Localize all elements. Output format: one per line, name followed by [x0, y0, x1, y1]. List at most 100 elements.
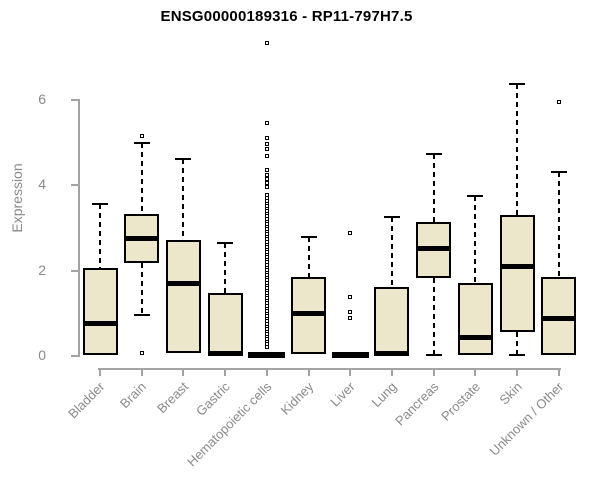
x-tick-label: Lung — [368, 379, 400, 411]
whisker-cap — [133, 141, 150, 144]
outlier-point — [348, 315, 353, 320]
y-tick — [71, 184, 78, 187]
y-tick — [71, 355, 78, 357]
box — [457, 282, 493, 356]
median-line — [416, 245, 452, 251]
flat-box — [331, 352, 369, 359]
x-tick — [307, 368, 310, 376]
y-tick-label: 4 — [38, 176, 46, 193]
y-tick — [71, 269, 78, 272]
median-line — [541, 316, 577, 322]
y-axis-label: Expression — [9, 163, 25, 233]
whisker-lower — [516, 332, 518, 356]
whisker-cap — [509, 82, 525, 85]
whisker-upper — [390, 217, 393, 288]
whisker-upper — [474, 196, 477, 283]
x-tick-label: Liver — [327, 379, 358, 410]
whisker-upper — [307, 237, 310, 277]
whisker-cap — [217, 242, 234, 245]
x-tick — [265, 368, 268, 376]
median-line — [207, 350, 243, 356]
outlier-point — [264, 41, 269, 45]
whisker-upper — [99, 204, 101, 269]
whisker-cap — [383, 216, 400, 219]
x-tick-label: Bladder — [65, 379, 108, 422]
x-tick — [182, 368, 185, 376]
outlier-point — [264, 120, 269, 125]
whisker-upper — [557, 172, 560, 277]
x-tick-label: Pancreas — [391, 379, 442, 429]
outlier-point — [264, 168, 269, 173]
median-line — [374, 350, 410, 356]
x-axis-line — [98, 368, 561, 370]
x-tick-label: Kidney — [277, 379, 317, 418]
whisker-cap — [133, 314, 150, 317]
flat-box — [248, 352, 286, 359]
x-tick — [516, 368, 518, 376]
outlier-point — [264, 176, 269, 181]
whisker-cap — [92, 203, 108, 206]
y-tick — [71, 98, 78, 101]
y-axis-line — [78, 99, 80, 357]
box — [499, 215, 535, 333]
y-tick-label: 2 — [38, 261, 46, 278]
whisker-lower — [140, 262, 143, 316]
whisker-upper — [140, 142, 143, 215]
whisker-cap — [425, 153, 442, 156]
median-line — [291, 311, 326, 317]
median-line — [82, 321, 118, 327]
median-line — [499, 263, 535, 269]
x-tick-label: Skin — [496, 379, 525, 408]
outlier-point — [264, 136, 269, 141]
x-tick — [224, 368, 227, 376]
outlier-point — [348, 295, 353, 300]
whisker-cap — [467, 195, 484, 198]
whisker-upper — [182, 158, 185, 240]
x-tick — [474, 368, 477, 376]
x-tick — [140, 368, 143, 376]
whisker-upper — [516, 83, 518, 216]
outlier-point — [264, 193, 269, 198]
outlier-point — [264, 142, 269, 147]
outlier-point — [264, 172, 269, 177]
median-line — [124, 235, 160, 241]
outlier-point — [348, 231, 353, 236]
x-tick-label: Unknown / Other — [486, 379, 567, 459]
outlier-point — [139, 351, 144, 355]
whisker-cap — [300, 236, 317, 239]
median-line — [165, 281, 201, 287]
x-tick — [432, 368, 435, 376]
x-tick — [557, 368, 560, 376]
x-tick-label: Gastric — [192, 379, 233, 419]
median-line — [457, 335, 493, 341]
x-tick — [349, 368, 352, 376]
outlier-point — [264, 146, 269, 151]
x-tick — [390, 368, 393, 376]
x-tick-label: Brain — [117, 379, 150, 412]
outlier-point — [264, 181, 269, 186]
whisker-upper — [224, 243, 227, 294]
chart-title: ENSG00000189316 - RP11-797H7.5 — [160, 8, 413, 25]
whisker-upper — [432, 154, 435, 222]
outlier-point — [139, 134, 144, 139]
outlier-point — [348, 310, 353, 315]
box — [207, 293, 243, 356]
box — [541, 277, 577, 356]
x-tick-label: Prostate — [438, 379, 483, 424]
box — [82, 268, 118, 356]
outlier-point — [264, 154, 269, 159]
outlier-point — [264, 184, 269, 189]
x-tick-label: Breast — [153, 379, 192, 417]
outlier-point — [556, 99, 561, 104]
x-tick — [99, 368, 101, 376]
y-tick-label: 0 — [38, 347, 46, 363]
whisker-cap — [425, 354, 442, 357]
whisker-cap — [175, 157, 192, 160]
box — [165, 239, 201, 353]
whisker-cap — [550, 171, 567, 174]
y-tick-label: 6 — [38, 90, 46, 107]
whisker-cap — [509, 354, 525, 357]
whisker-lower — [432, 277, 435, 356]
box — [374, 287, 410, 356]
